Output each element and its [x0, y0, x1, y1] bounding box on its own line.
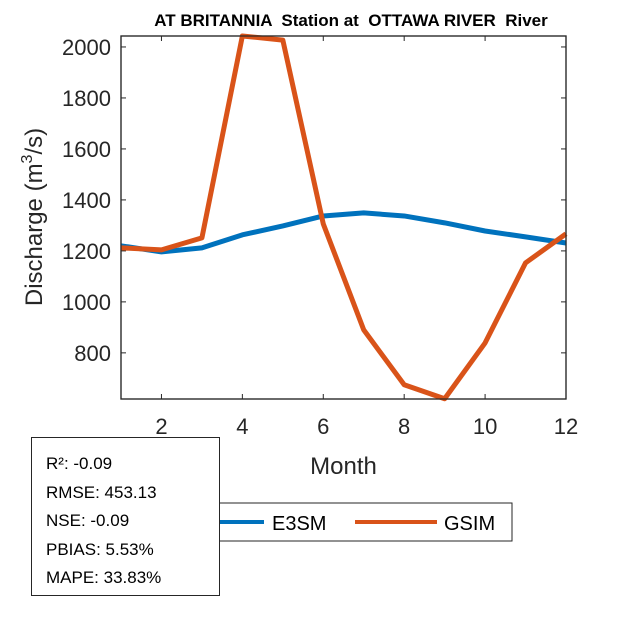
plot-area [120, 35, 567, 400]
legend: E3SM GSIM [179, 502, 513, 542]
y-tick-label: 1000 [62, 290, 111, 315]
legend-gsim-label: GSIM [444, 513, 495, 535]
x-tick-label: 8 [398, 414, 410, 439]
stat-r2: R²: -0.09 [46, 454, 113, 473]
stat-pbias: PBIAS: 5.53% [46, 539, 154, 559]
series-lines [120, 33, 568, 402]
y-axis-label-tail: /s) [21, 128, 48, 155]
y-tick-label: 1800 [62, 86, 111, 111]
series-line-gsim [121, 33, 568, 402]
y-tick-label: 1600 [62, 137, 111, 162]
legend-e3sm-label: E3SM [272, 513, 326, 535]
axes-box [120, 35, 567, 400]
x-tick-label: 12 [554, 414, 578, 439]
series-line-e3sm [121, 210, 567, 255]
chart-title: AT BRITANNIA Station at OTTAWA RIVER Riv… [154, 11, 548, 30]
axes-frame [120, 35, 567, 400]
x-tick-label: 6 [317, 414, 329, 439]
stats-annotation-box: R²: -0.09 RMSE: 453.13 NSE: -0.09 PBIAS:… [31, 437, 220, 596]
x-tick-label: 10 [473, 414, 497, 439]
y-axis: 800 1000 1200 1400 1600 1800 2000 [62, 35, 566, 366]
stat-rmse: RMSE: 453.13 [46, 482, 157, 502]
y-axis-label-main: Discharge (m [21, 163, 48, 306]
y-tick-label: 1200 [62, 239, 111, 264]
x-axis: 2 4 6 8 10 12 [155, 36, 578, 439]
y-tick-label: 2000 [62, 35, 111, 60]
y-axis-label: Discharge (m3/s) [19, 128, 48, 306]
x-tick-label: 4 [236, 414, 248, 439]
y-tick-label: 800 [74, 341, 111, 366]
y-axis-label-sup: 3 [19, 154, 36, 163]
stat-mape: MAPE: 33.83% [46, 568, 162, 587]
x-tick-label: 2 [155, 414, 167, 439]
stat-nse: NSE: -0.09 [46, 511, 130, 530]
x-axis-label: Month [310, 453, 377, 480]
y-tick-label: 1400 [62, 188, 111, 213]
